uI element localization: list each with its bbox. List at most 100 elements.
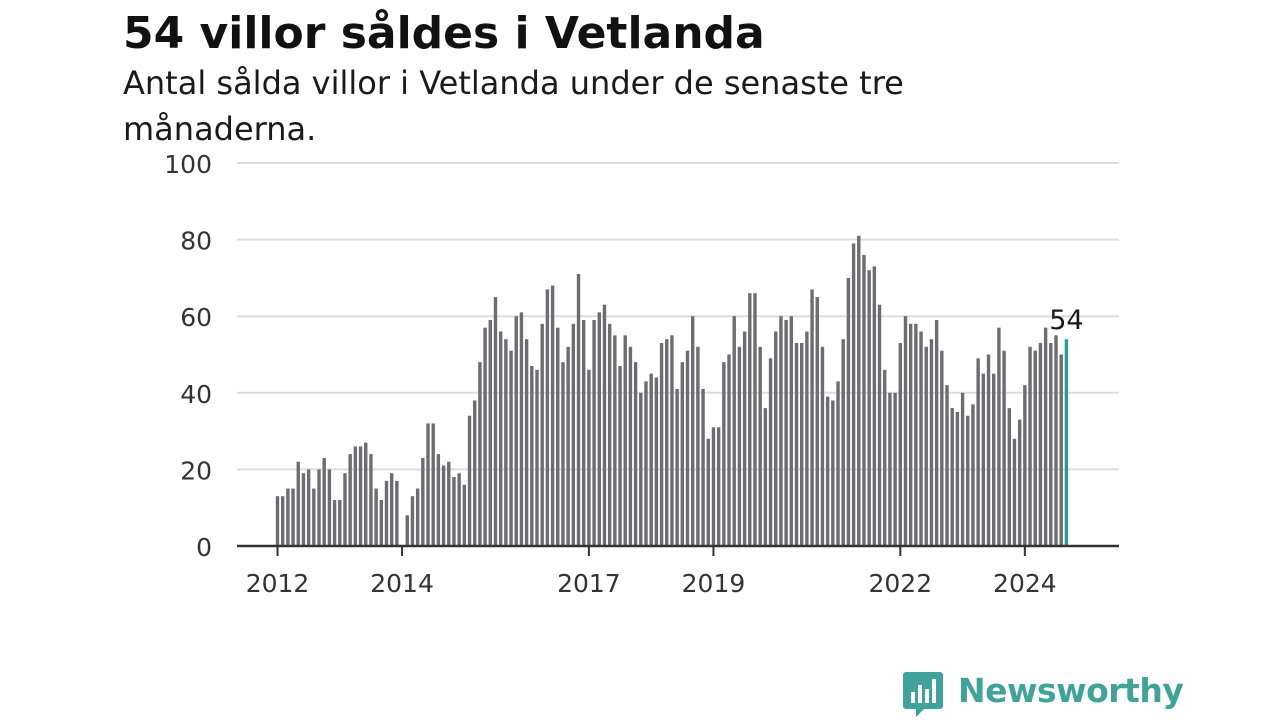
x-axis-ticks: 2012 2014 2017 2019 2022 2024: [246, 546, 1057, 598]
bar: [966, 415, 970, 546]
bar: [971, 404, 975, 546]
newsworthy-logo: Newsworthy: [902, 670, 1184, 718]
bar: [836, 381, 840, 546]
bar: [872, 266, 877, 546]
bar: [976, 358, 980, 546]
bar: [478, 362, 482, 546]
bar: [561, 362, 565, 546]
bar: [784, 320, 788, 546]
newsworthy-chart-bubble-icon: [903, 672, 943, 717]
bar: [607, 323, 612, 546]
highlight-value-label: 54: [1049, 305, 1083, 336]
bar: [955, 411, 960, 546]
bar: [374, 488, 378, 546]
bar: [628, 346, 633, 546]
x-tick-label: 2014: [370, 569, 434, 598]
bar: [732, 316, 736, 546]
bar: [317, 469, 321, 546]
bar: [286, 488, 290, 546]
bar: [654, 377, 659, 546]
bar: [929, 339, 934, 546]
bar: [327, 469, 332, 546]
bar: [711, 427, 716, 546]
bar: [467, 415, 472, 546]
bar: [571, 323, 576, 546]
bar: [1043, 327, 1048, 546]
bar: [644, 381, 648, 546]
bar: [691, 316, 695, 546]
bar: [1054, 335, 1058, 546]
x-tick-label: 2019: [682, 569, 746, 598]
bar: [799, 343, 804, 546]
bar: [1023, 385, 1027, 546]
x-tick-label: 2012: [246, 569, 310, 598]
bar: [649, 373, 653, 546]
bar: [493, 297, 498, 546]
bar: [343, 473, 347, 546]
bars: [275, 235, 1069, 547]
bar: [903, 316, 908, 546]
bar: [384, 480, 389, 546]
bar: [1028, 346, 1032, 546]
bar: [441, 465, 446, 546]
bar: [592, 320, 596, 546]
bar: [727, 354, 731, 546]
bar: [831, 400, 835, 546]
bar: [924, 346, 928, 546]
bar: [587, 369, 591, 546]
bar: [960, 392, 965, 546]
bar: [716, 427, 721, 546]
bar: [753, 293, 757, 546]
bar: [862, 254, 866, 547]
bar: [519, 312, 524, 546]
bar: [1002, 350, 1006, 546]
bar: [846, 277, 851, 546]
bar: [597, 312, 601, 546]
bar: [353, 446, 358, 546]
bar: [914, 323, 918, 546]
bar: [659, 343, 664, 546]
bar: [623, 335, 627, 546]
chart-subtitle: Antal sålda villor i Vetlanda under de s…: [123, 64, 904, 148]
bar: [582, 320, 586, 546]
bar: [919, 331, 923, 546]
bar: [405, 515, 409, 546]
bar: [613, 335, 617, 546]
bar: [421, 457, 425, 546]
bar: [1049, 343, 1053, 546]
bar: [530, 365, 534, 546]
bar: [1059, 354, 1063, 546]
bar: [851, 243, 856, 546]
bar: [810, 289, 814, 546]
bar: [742, 331, 747, 546]
y-tick-label: 60: [180, 303, 212, 332]
x-tick-label: 2022: [868, 569, 932, 598]
bar: [618, 365, 622, 546]
bar: [768, 358, 773, 546]
bar: [639, 392, 643, 546]
bar: [322, 457, 326, 546]
bar: [556, 327, 560, 546]
bar: [338, 500, 342, 546]
bar: [758, 346, 762, 546]
bar: [358, 446, 363, 546]
bar: [934, 320, 939, 546]
bar: [701, 388, 705, 546]
bar: [950, 408, 954, 546]
bar: [1012, 438, 1017, 546]
y-tick-label: 40: [180, 380, 212, 409]
bar: [540, 323, 544, 546]
bar: [524, 339, 529, 546]
bar: [566, 346, 570, 546]
bar: [1017, 419, 1022, 546]
bar: [992, 373, 996, 546]
bar: [389, 473, 394, 546]
bar: [825, 396, 830, 546]
chart-title: 54 villor såldes i Vetlanda: [123, 8, 765, 59]
y-axis-ticks: 0 20 40 60 80 100: [164, 150, 212, 562]
bar: [436, 454, 441, 546]
bar: [431, 423, 435, 546]
y-tick-label: 20: [180, 456, 212, 485]
bar: [498, 331, 503, 546]
